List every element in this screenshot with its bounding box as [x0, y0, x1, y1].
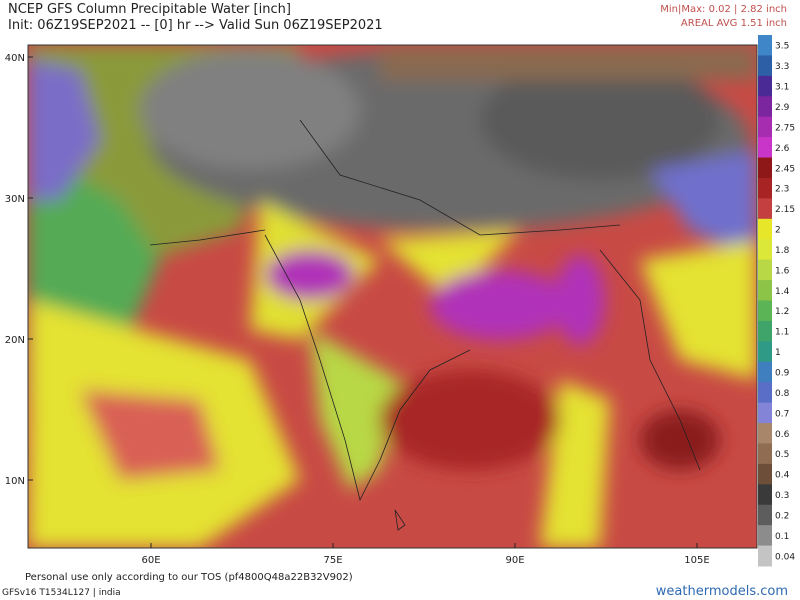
colorbar-cell: [758, 55, 772, 77]
lon-label: 105E: [684, 555, 709, 566]
colorbar-cell: [758, 96, 772, 118]
colorbar-cell: [758, 341, 772, 363]
lon-label: 60E: [141, 555, 160, 566]
colorbar-label: 0.04: [775, 552, 795, 562]
colorbar-label: 0.8: [775, 389, 790, 399]
colorbar-label: 2.15: [775, 205, 795, 215]
colorbar-cell: [758, 545, 772, 567]
colorbar-cell: [758, 198, 772, 220]
colorbar-label: 1.2: [775, 307, 789, 317]
colorbar-cell: [758, 463, 772, 485]
colorbar-cell: [758, 280, 772, 301]
colorbar-label: 3.5: [775, 42, 789, 52]
colorbar-label: 0.6: [775, 430, 790, 440]
colorbar-label: 2.9: [775, 103, 790, 113]
colorbar-cell: [758, 239, 772, 261]
colorbar-label: 0.9: [775, 368, 790, 378]
colorbar-label: 2.75: [775, 123, 795, 133]
lon-label: 90E: [505, 555, 524, 566]
model-info: GFSv16 T1534L127 | india: [2, 588, 121, 598]
colorbar-cell: [758, 137, 772, 159]
colorbar-cell: [758, 525, 772, 547]
colorbar-label: 0.5: [775, 450, 789, 460]
colorbar-label: 1.1: [775, 328, 789, 338]
areal-avg: AREAL AVG 1.51 inch: [680, 18, 787, 29]
lat-label: 20N: [5, 335, 25, 346]
minmax: Min|Max: 0.02 | 2.82 inch: [660, 4, 787, 15]
colorbar-label: 1.4: [775, 287, 790, 297]
colorbar-cell: [758, 300, 772, 322]
lat-label: 30N: [5, 194, 25, 205]
colorbar-cell: [758, 259, 772, 281]
tos-note: Personal use only according to our TOS (…: [25, 572, 353, 583]
colorbar-label: 0.4: [775, 471, 790, 481]
colorbar-label: 1: [775, 348, 781, 358]
colorbar-cell: [758, 484, 772, 506]
colorbar-label: 0.3: [775, 491, 789, 501]
map-field: [28, 45, 757, 548]
colorbar-cell: [758, 157, 772, 179]
colorbar-label: 1.8: [775, 246, 790, 256]
colorbar-cell: [758, 402, 772, 424]
colorbar-label: 3.1: [775, 83, 789, 93]
colorbar-label: 0.1: [775, 532, 789, 542]
colorbar-label: 0.7: [775, 409, 789, 419]
colorbar-label: 2: [775, 226, 781, 236]
colorbar-label: 3.3: [775, 62, 789, 72]
colorbar-cell: [758, 75, 772, 97]
colorbar-cell: [758, 320, 772, 342]
lat-label: 40N: [5, 53, 25, 64]
colorbar-label: 2.6: [775, 144, 790, 154]
colorbar-cell: [758, 177, 772, 199]
colorbar-cell: [758, 361, 772, 383]
colorbar-label: 2.45: [775, 164, 795, 174]
colorbar-cell: [758, 504, 772, 526]
subtitle: Init: 06Z19SEP2021 -- [0] hr --> Valid S…: [8, 18, 383, 33]
colorbar-cell: [758, 382, 772, 404]
colorbar-cell: [758, 423, 772, 444]
colorbar-cell: [758, 218, 772, 240]
colorbar-cell: [758, 35, 772, 56]
site-name: weathermodels.com: [655, 584, 788, 599]
colorbar-label: 2.3: [775, 185, 789, 195]
colorbar-label: 0.2: [775, 511, 789, 521]
lat-label: 10N: [5, 476, 25, 487]
colorbar-cell: [758, 116, 772, 138]
lon-label: 75E: [323, 555, 342, 566]
colorbar-label: 1.6: [775, 266, 790, 276]
title: NCEP GFS Column Precipitable Water [inch…: [8, 2, 291, 17]
colorbar-cell: [758, 443, 772, 465]
